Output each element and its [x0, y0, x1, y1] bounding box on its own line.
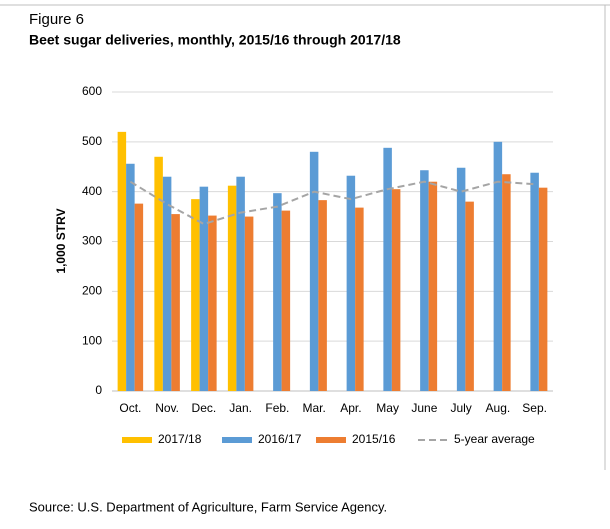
bar: [236, 176, 245, 391]
bar: [428, 181, 438, 391]
x-tick-label: Feb.: [265, 401, 289, 415]
y-tick-label: 0: [95, 383, 102, 397]
bar: [227, 185, 237, 391]
legend-swatch: [122, 437, 152, 443]
x-tick-label: Aug.: [486, 401, 511, 415]
bar: [493, 141, 503, 391]
y-tick-label: 300: [82, 234, 102, 248]
bar: [244, 216, 254, 391]
y-axis-label: 1,000 STRV: [54, 208, 68, 273]
legend-label: 2015/16: [352, 432, 396, 446]
chart-title: Beet sugar deliveries, monthly, 2015/16 …: [29, 32, 401, 48]
bar: [171, 214, 180, 391]
bar: [273, 193, 282, 391]
bar: [191, 199, 200, 391]
legend-swatch: [316, 437, 346, 443]
bar: [117, 131, 127, 391]
x-tick-label: June: [411, 401, 437, 415]
y-tick-label: 600: [82, 84, 102, 98]
bar: [154, 156, 163, 391]
bar: [502, 174, 511, 391]
y-tick-label: 500: [82, 134, 102, 148]
legend-label: 2017/18: [158, 432, 202, 446]
bar: [346, 175, 356, 391]
bar: [318, 200, 327, 391]
bar: [162, 176, 172, 391]
legend-label: 5-year average: [454, 432, 535, 446]
source: Source: U.S. Department of Agriculture, …: [29, 499, 387, 514]
figure-label: Figure 6: [29, 11, 84, 28]
x-tick-label: Dec.: [192, 401, 217, 415]
legend-label: 2016/17: [258, 432, 302, 446]
bar: [355, 207, 364, 391]
bar: [281, 210, 291, 391]
bar: [383, 147, 392, 391]
y-tick-label: 100: [82, 333, 102, 347]
bar: [530, 172, 539, 391]
bar: [391, 189, 401, 391]
x-tick-label: Sep.: [522, 401, 547, 415]
x-tick-label: Jan.: [229, 401, 252, 415]
bar: [465, 201, 474, 391]
y-tick-label: 200: [82, 284, 102, 298]
x-tick-label: Oct.: [119, 401, 141, 415]
bar: [208, 215, 217, 391]
bar: [134, 203, 144, 391]
bar: [538, 187, 548, 391]
bar: [126, 163, 135, 391]
x-tick-label: Mar.: [302, 401, 325, 415]
x-tick-label: Apr.: [340, 401, 361, 415]
bar: [199, 186, 209, 391]
x-tick-label: May: [376, 401, 399, 415]
bar: [456, 167, 466, 391]
bar: [420, 170, 429, 391]
bar: [309, 151, 319, 391]
y-tick-label: 400: [82, 184, 102, 198]
legend-swatch: [222, 437, 252, 443]
average-line: [129, 180, 535, 226]
x-tick-label: Nov.: [155, 401, 179, 415]
x-tick-label: July: [450, 401, 471, 415]
